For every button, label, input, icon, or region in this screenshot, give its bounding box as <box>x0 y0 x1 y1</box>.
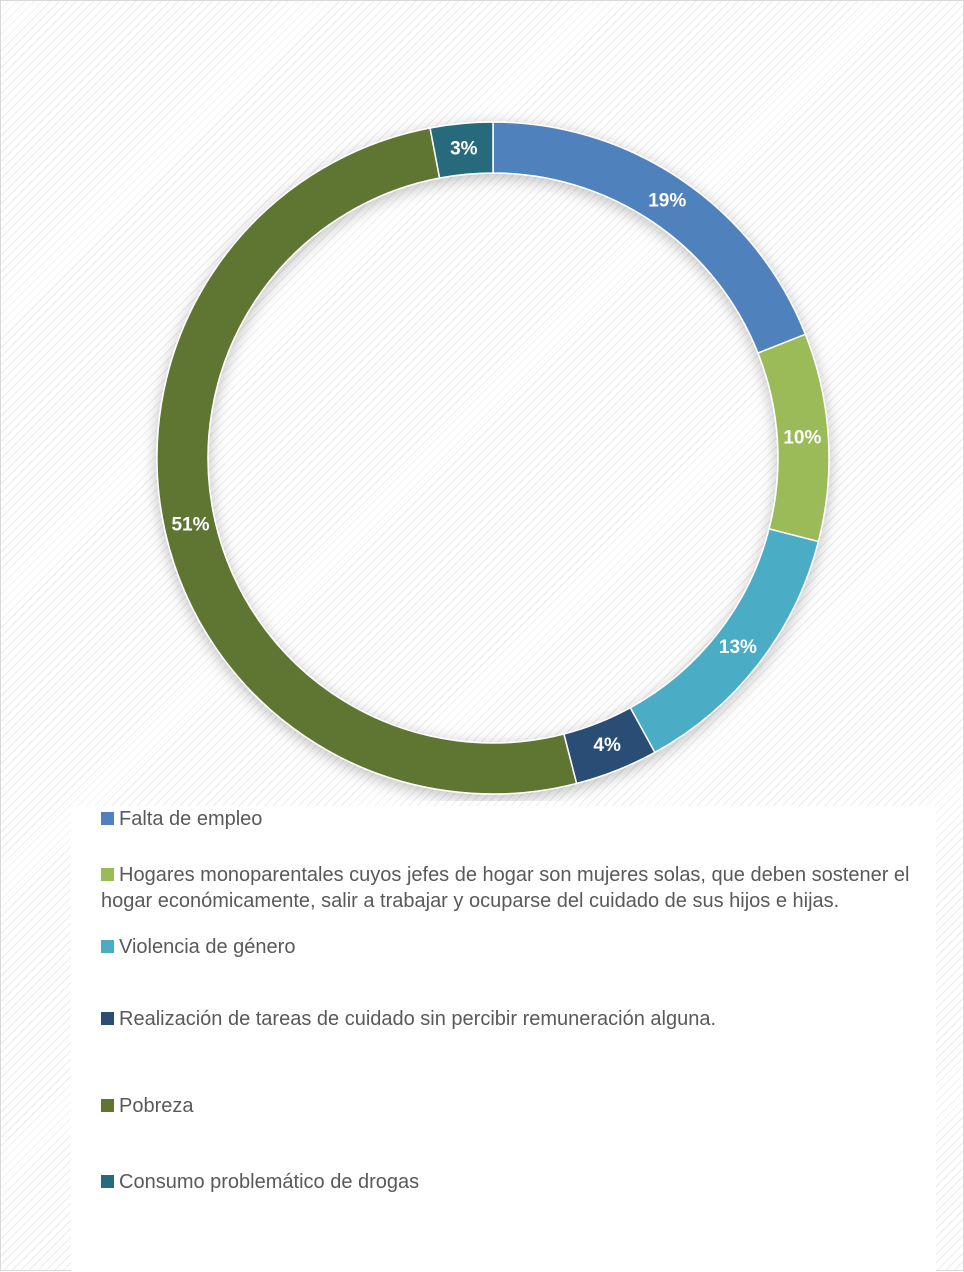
donut <box>156 121 830 795</box>
legend-swatch <box>101 812 114 825</box>
legend-label: Violencia de género <box>119 936 296 958</box>
data-label: 10% <box>783 428 821 449</box>
legend-label: Consumo problemático de drogas <box>119 1171 420 1193</box>
data-label: 19% <box>648 191 686 212</box>
legend-swatch <box>101 940 114 953</box>
legend-swatch <box>101 868 114 881</box>
legend-entry: Falta de empleo <box>101 806 921 832</box>
donut-slice <box>156 127 578 795</box>
legend-swatch <box>101 1175 114 1188</box>
legend-label: Hogares monoparentales cuyos jefes de ho… <box>101 864 910 912</box>
legend-entry: Realización de tareas de cuidado sin per… <box>101 1006 921 1032</box>
legend-label: Falta de empleo <box>119 808 263 830</box>
chart: 19% 10% 13% 4% 51% 3% <box>156 121 830 795</box>
donut-slice <box>492 121 807 355</box>
legend-entry: Consumo problemático de drogas <box>101 1169 921 1195</box>
legend-entry: Violencia de género <box>101 934 921 960</box>
legend-label: Realización de tareas de cuidado sin per… <box>119 1008 717 1030</box>
legend-swatch <box>101 1012 114 1025</box>
legend-swatch <box>101 1099 114 1112</box>
data-label: 13% <box>719 637 757 658</box>
data-label: 4% <box>593 735 621 756</box>
legend-entry: Hogares monoparentales cuyos jefes de ho… <box>101 862 921 914</box>
legend: Falta de empleo Hogares monoparentales cu… <box>71 806 936 1272</box>
donut-slice <box>429 121 494 179</box>
legend-label: Pobreza <box>119 1095 194 1117</box>
data-label: 3% <box>450 138 478 159</box>
data-label: 51% <box>171 515 209 536</box>
data-labels: 19% 10% 13% 4% 51% 3% <box>171 138 821 756</box>
legend-entry: Pobreza <box>101 1093 921 1119</box>
